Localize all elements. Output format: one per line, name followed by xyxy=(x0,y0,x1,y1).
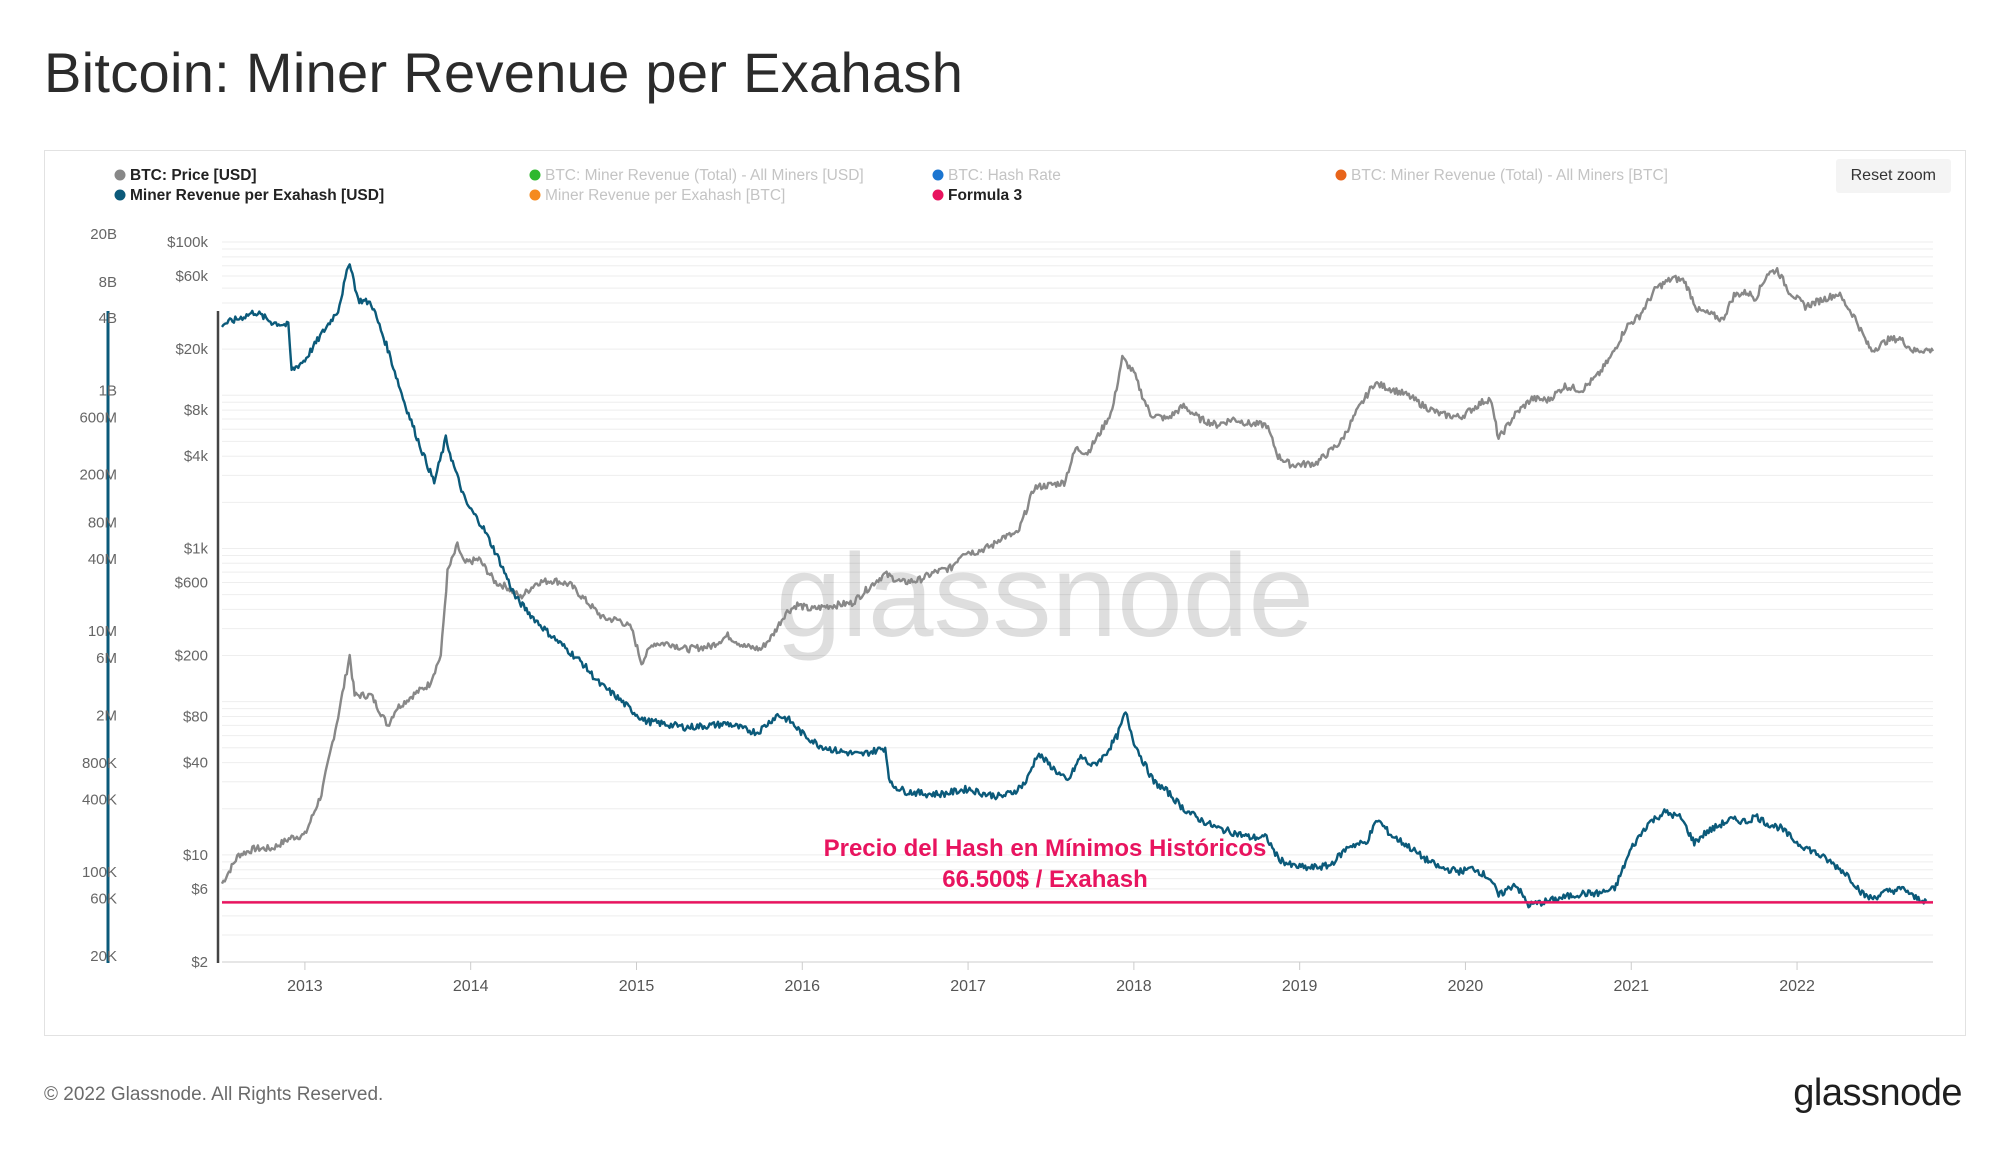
y-tick-label: 60K xyxy=(90,891,117,908)
legend-label: BTC: Price [USD] xyxy=(130,167,257,184)
x-tick-label: 2017 xyxy=(950,978,986,995)
legend-marker xyxy=(114,189,126,201)
page-title: Bitcoin: Miner Revenue per Exahash xyxy=(44,41,964,104)
chart-container[interactable]: glassnode 20B 8B 4B 1B 600M 200M 80M 40M 10M 6M 2M 8… xyxy=(44,150,1966,1036)
y-tick-label: $1k xyxy=(184,540,209,557)
y-tick-label: $10 xyxy=(183,847,208,864)
y-tick-label: 6M xyxy=(96,650,117,667)
legend-label: Miner Revenue per Exahash [BTC] xyxy=(545,187,785,204)
y-tick-label: $6 xyxy=(191,881,208,898)
legend-item[interactable]: BTC: Miner Revenue (Total) - All Miners … xyxy=(529,167,864,184)
y-tick-label: $4k xyxy=(184,448,209,465)
y-tick-label: $40 xyxy=(183,755,208,772)
y-tick-label: $60k xyxy=(175,268,208,285)
x-tick-label: 2013 xyxy=(287,978,323,995)
price-axis-ticks: $100k $60k $20k $8k $4k $1k $600 $200 $80 $40 $10 $… xyxy=(167,234,208,971)
legend-marker xyxy=(114,169,126,181)
legend-label: Miner Revenue per Exahash [USD] xyxy=(130,187,384,204)
legend-marker xyxy=(529,169,541,181)
legend-label: Formula 3 xyxy=(948,187,1022,204)
legend-label: BTC: Miner Revenue (Total) - All Miners … xyxy=(1351,167,1668,184)
legend-item[interactable]: Formula 3 xyxy=(932,187,1023,204)
x-tick-label: 2021 xyxy=(1613,978,1649,995)
y-tick-label: 80M xyxy=(88,515,117,532)
legend-marker xyxy=(932,169,944,181)
y-tick-label: 10M xyxy=(88,623,117,640)
btc-price-line xyxy=(220,267,1935,885)
legend-item[interactable]: Miner Revenue per Exahash [BTC] xyxy=(529,187,786,204)
y-tick-label: $100k xyxy=(167,234,208,251)
y-tick-label: $80 xyxy=(183,709,208,726)
x-tick-label: 2014 xyxy=(453,978,489,995)
gridlines xyxy=(222,241,1933,963)
chart-svg[interactable]: glassnode 20B 8B 4B 1B 600M 200M 80M 40M 10M 6M 2M 8… xyxy=(45,151,1965,1035)
y-tick-label: $2 xyxy=(191,954,208,971)
legend-item[interactable]: BTC: Price [USD] xyxy=(114,167,257,184)
x-tick-label: 2019 xyxy=(1282,978,1318,995)
y-tick-label: 800K xyxy=(82,755,117,772)
miner-revenue-per-exahash-line xyxy=(221,263,1928,909)
annotation-title: Precio del Hash en Mínimos Históricos xyxy=(824,835,1267,862)
footer-copyright: © 2022 Glassnode. All Rights Reserved. xyxy=(44,1084,384,1105)
x-axis-ticks: 2013 2014 2015 2016 2017 2018 2019 2020 2021 2022 xyxy=(287,962,1815,995)
legend-item[interactable]: Miner Revenue per Exahash [USD] xyxy=(114,187,385,204)
y-tick-label: $200 xyxy=(175,648,208,665)
annotation-value: 66.500$ / Exahash xyxy=(942,866,1147,893)
x-tick-label: 2016 xyxy=(784,978,820,995)
legend-marker xyxy=(932,189,944,201)
x-tick-label: 2015 xyxy=(619,978,655,995)
legend-label: BTC: Miner Revenue (Total) - All Miners … xyxy=(545,167,864,184)
y-tick-label: 20K xyxy=(90,948,117,965)
legend-marker xyxy=(1335,169,1347,181)
x-tick-label: 2018 xyxy=(1116,978,1152,995)
y-tick-label: 20B xyxy=(90,226,117,243)
y-tick-label: $20k xyxy=(175,341,208,358)
y-tick-label: 2M xyxy=(96,707,117,724)
y-tick-label: 40M xyxy=(88,551,117,568)
legend-item[interactable]: BTC: Hash Rate xyxy=(932,167,1061,184)
y-tick-label: 400K xyxy=(82,791,117,808)
revenue-axis-ticks: 20B 8B 4B 1B 600M 200M 80M 40M 10M 6M 2M 800K 400K 10… xyxy=(79,226,117,965)
y-tick-label: 200M xyxy=(79,467,117,484)
y-tick-label: 1B xyxy=(99,383,117,400)
glassnode-logo: glassnode xyxy=(1793,1072,1962,1114)
y-tick-label: $600 xyxy=(175,574,208,591)
y-tick-label: 100K xyxy=(82,864,117,881)
reset-zoom-button[interactable]: Reset zoom xyxy=(1835,159,1951,193)
legend-label: BTC: Hash Rate xyxy=(948,167,1061,184)
x-tick-label: 2020 xyxy=(1448,978,1484,995)
y-tick-label: 8B xyxy=(99,274,117,291)
legend-marker xyxy=(529,189,541,201)
watermark: glassnode xyxy=(776,530,1314,662)
y-tick-label: 4B xyxy=(99,310,117,327)
y-tick-label: $8k xyxy=(184,402,209,419)
legend-item[interactable]: BTC: Miner Revenue (Total) - All Miners … xyxy=(1335,167,1668,184)
y-tick-label: 600M xyxy=(79,409,117,426)
x-tick-label: 2022 xyxy=(1779,978,1815,995)
legend: BTC: Price [USD] Miner Revenue per Exahas… xyxy=(114,167,1668,204)
